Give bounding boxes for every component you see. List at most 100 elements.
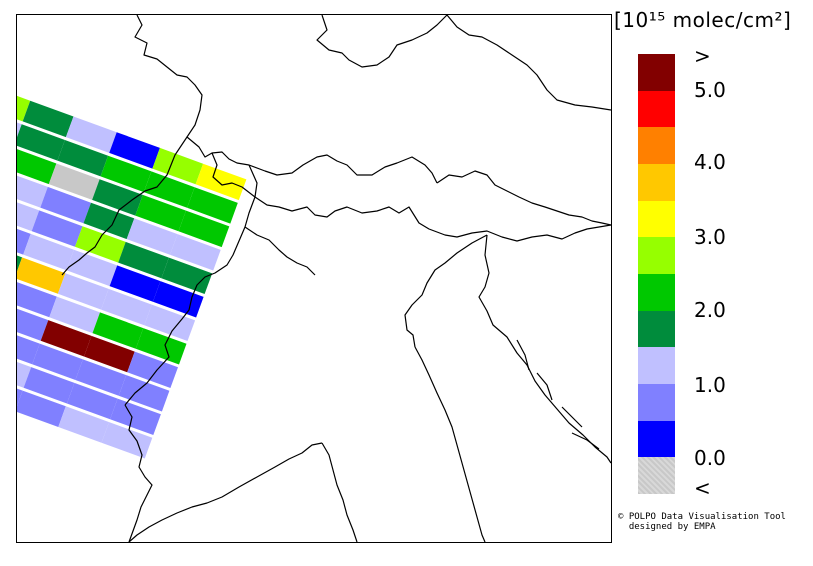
swath-pixel	[83, 202, 135, 240]
swath-pixel	[84, 335, 135, 373]
colorbar-segment	[638, 237, 675, 275]
colorbar-segment	[638, 274, 675, 312]
swath-pixel	[66, 382, 118, 420]
swath-pixel	[178, 210, 230, 248]
swath-pixel	[92, 312, 144, 349]
swath-pixel	[118, 375, 170, 412]
swath-pixel	[65, 116, 117, 153]
coast-italy-west	[128, 442, 323, 542]
swath-pixel	[127, 351, 178, 388]
swath-pixel	[170, 234, 221, 271]
swath-pixel	[143, 171, 195, 208]
legend-label: 5.0	[694, 78, 726, 102]
swath-pixel	[48, 163, 100, 200]
swath-pixel	[135, 328, 187, 365]
swath-pixel	[101, 288, 152, 326]
swath-pixel	[17, 257, 66, 294]
colorbar-segment	[638, 347, 675, 385]
border-austria-east	[436, 170, 611, 226]
colorbar-segment	[638, 420, 675, 458]
border-czech	[446, 15, 611, 111]
croatian-islands	[516, 339, 600, 450]
colorbar-segment	[638, 90, 675, 128]
legend-label: 1.0	[694, 373, 726, 397]
no2-swath	[17, 95, 247, 459]
legend-label: 4.0	[694, 150, 726, 174]
colorbar-segment	[638, 457, 675, 495]
swath-pixel	[187, 187, 238, 224]
swath-pixel	[17, 335, 40, 365]
swath-pixel	[118, 241, 169, 279]
swath-pixel	[58, 406, 110, 443]
legend-label: 0.0	[694, 446, 726, 470]
country-borders	[61, 15, 611, 542]
swath-pixel	[17, 228, 31, 255]
swath-pixel	[75, 359, 127, 396]
border-germany	[316, 15, 448, 68]
border-france-north	[134, 15, 438, 184]
swath-pixel	[49, 296, 100, 334]
swath-pixel	[17, 308, 49, 341]
swath-pixel	[126, 218, 178, 255]
colorbar-segment	[638, 54, 675, 92]
coast-adriatic-italy	[404, 234, 488, 348]
swath-pixel	[100, 155, 152, 193]
swath-pixel	[17, 149, 57, 185]
swath-pixel	[17, 175, 48, 208]
legend-label: 2.0	[694, 298, 726, 322]
swath-pixel	[135, 194, 186, 232]
colorbar-segment	[638, 127, 675, 165]
credit-line2: designed by EMPA	[628, 522, 716, 532]
swath-pixel	[152, 281, 204, 318]
swath-pixel	[17, 390, 66, 427]
border-swiss-italy	[61, 136, 188, 276]
legend-label: <	[694, 476, 711, 500]
credit-text: © POLPO Data Visualisation Tool designed…	[618, 512, 786, 532]
swath-pixel	[161, 257, 213, 294]
map-area[interactable]	[16, 14, 612, 543]
colorbar-segment	[638, 310, 675, 348]
border-italy-swiss-south	[124, 196, 256, 406]
swath-pixel	[17, 124, 65, 161]
swath-pixel	[109, 265, 161, 302]
swath-pixel	[32, 343, 83, 380]
swath-pixel	[57, 140, 109, 177]
swath-pixel	[17, 122, 22, 138]
swath-pixel	[31, 210, 83, 247]
colorbar-segment	[638, 200, 675, 238]
swath-pixel	[92, 179, 143, 216]
swath-pixel	[195, 163, 247, 201]
credit-line1: © POLPO Data Visualisation Tool	[618, 512, 786, 522]
swath-pixel	[40, 186, 91, 224]
swath-pixel	[57, 273, 109, 310]
colorbar-segment	[638, 384, 675, 422]
swath-pixel	[17, 255, 23, 272]
swath-pixel	[22, 100, 74, 138]
coast-adriatic-east	[478, 234, 611, 464]
swath-pixel	[40, 320, 92, 357]
legend-label: >	[694, 44, 711, 68]
swath-pixel	[75, 226, 126, 263]
swath-pixel	[17, 282, 57, 318]
swath-pixel	[17, 361, 32, 388]
border-ticino	[244, 226, 316, 276]
swath-pixel	[110, 398, 161, 435]
colorbar-segment	[638, 164, 675, 202]
border-austria-italy	[248, 164, 611, 242]
swath-pixel	[17, 95, 31, 122]
coast-tuscany	[321, 442, 358, 542]
swath-pixel	[109, 132, 160, 169]
swath-pixel	[17, 202, 40, 232]
legend-unit-label: [10¹⁵ molec/cm²]	[614, 8, 792, 32]
swath-pixel	[66, 249, 118, 287]
coast-riviera	[414, 346, 486, 542]
swath-pixel	[23, 233, 74, 271]
swath-pixel	[144, 304, 196, 341]
border-swiss	[211, 152, 256, 198]
legend-colorbar	[638, 54, 675, 495]
swath-pixel	[23, 367, 75, 404]
swath-pixel	[17, 388, 23, 407]
map-canvas	[17, 15, 611, 542]
legend-label: 3.0	[694, 225, 726, 249]
border-france-italy	[124, 404, 153, 542]
